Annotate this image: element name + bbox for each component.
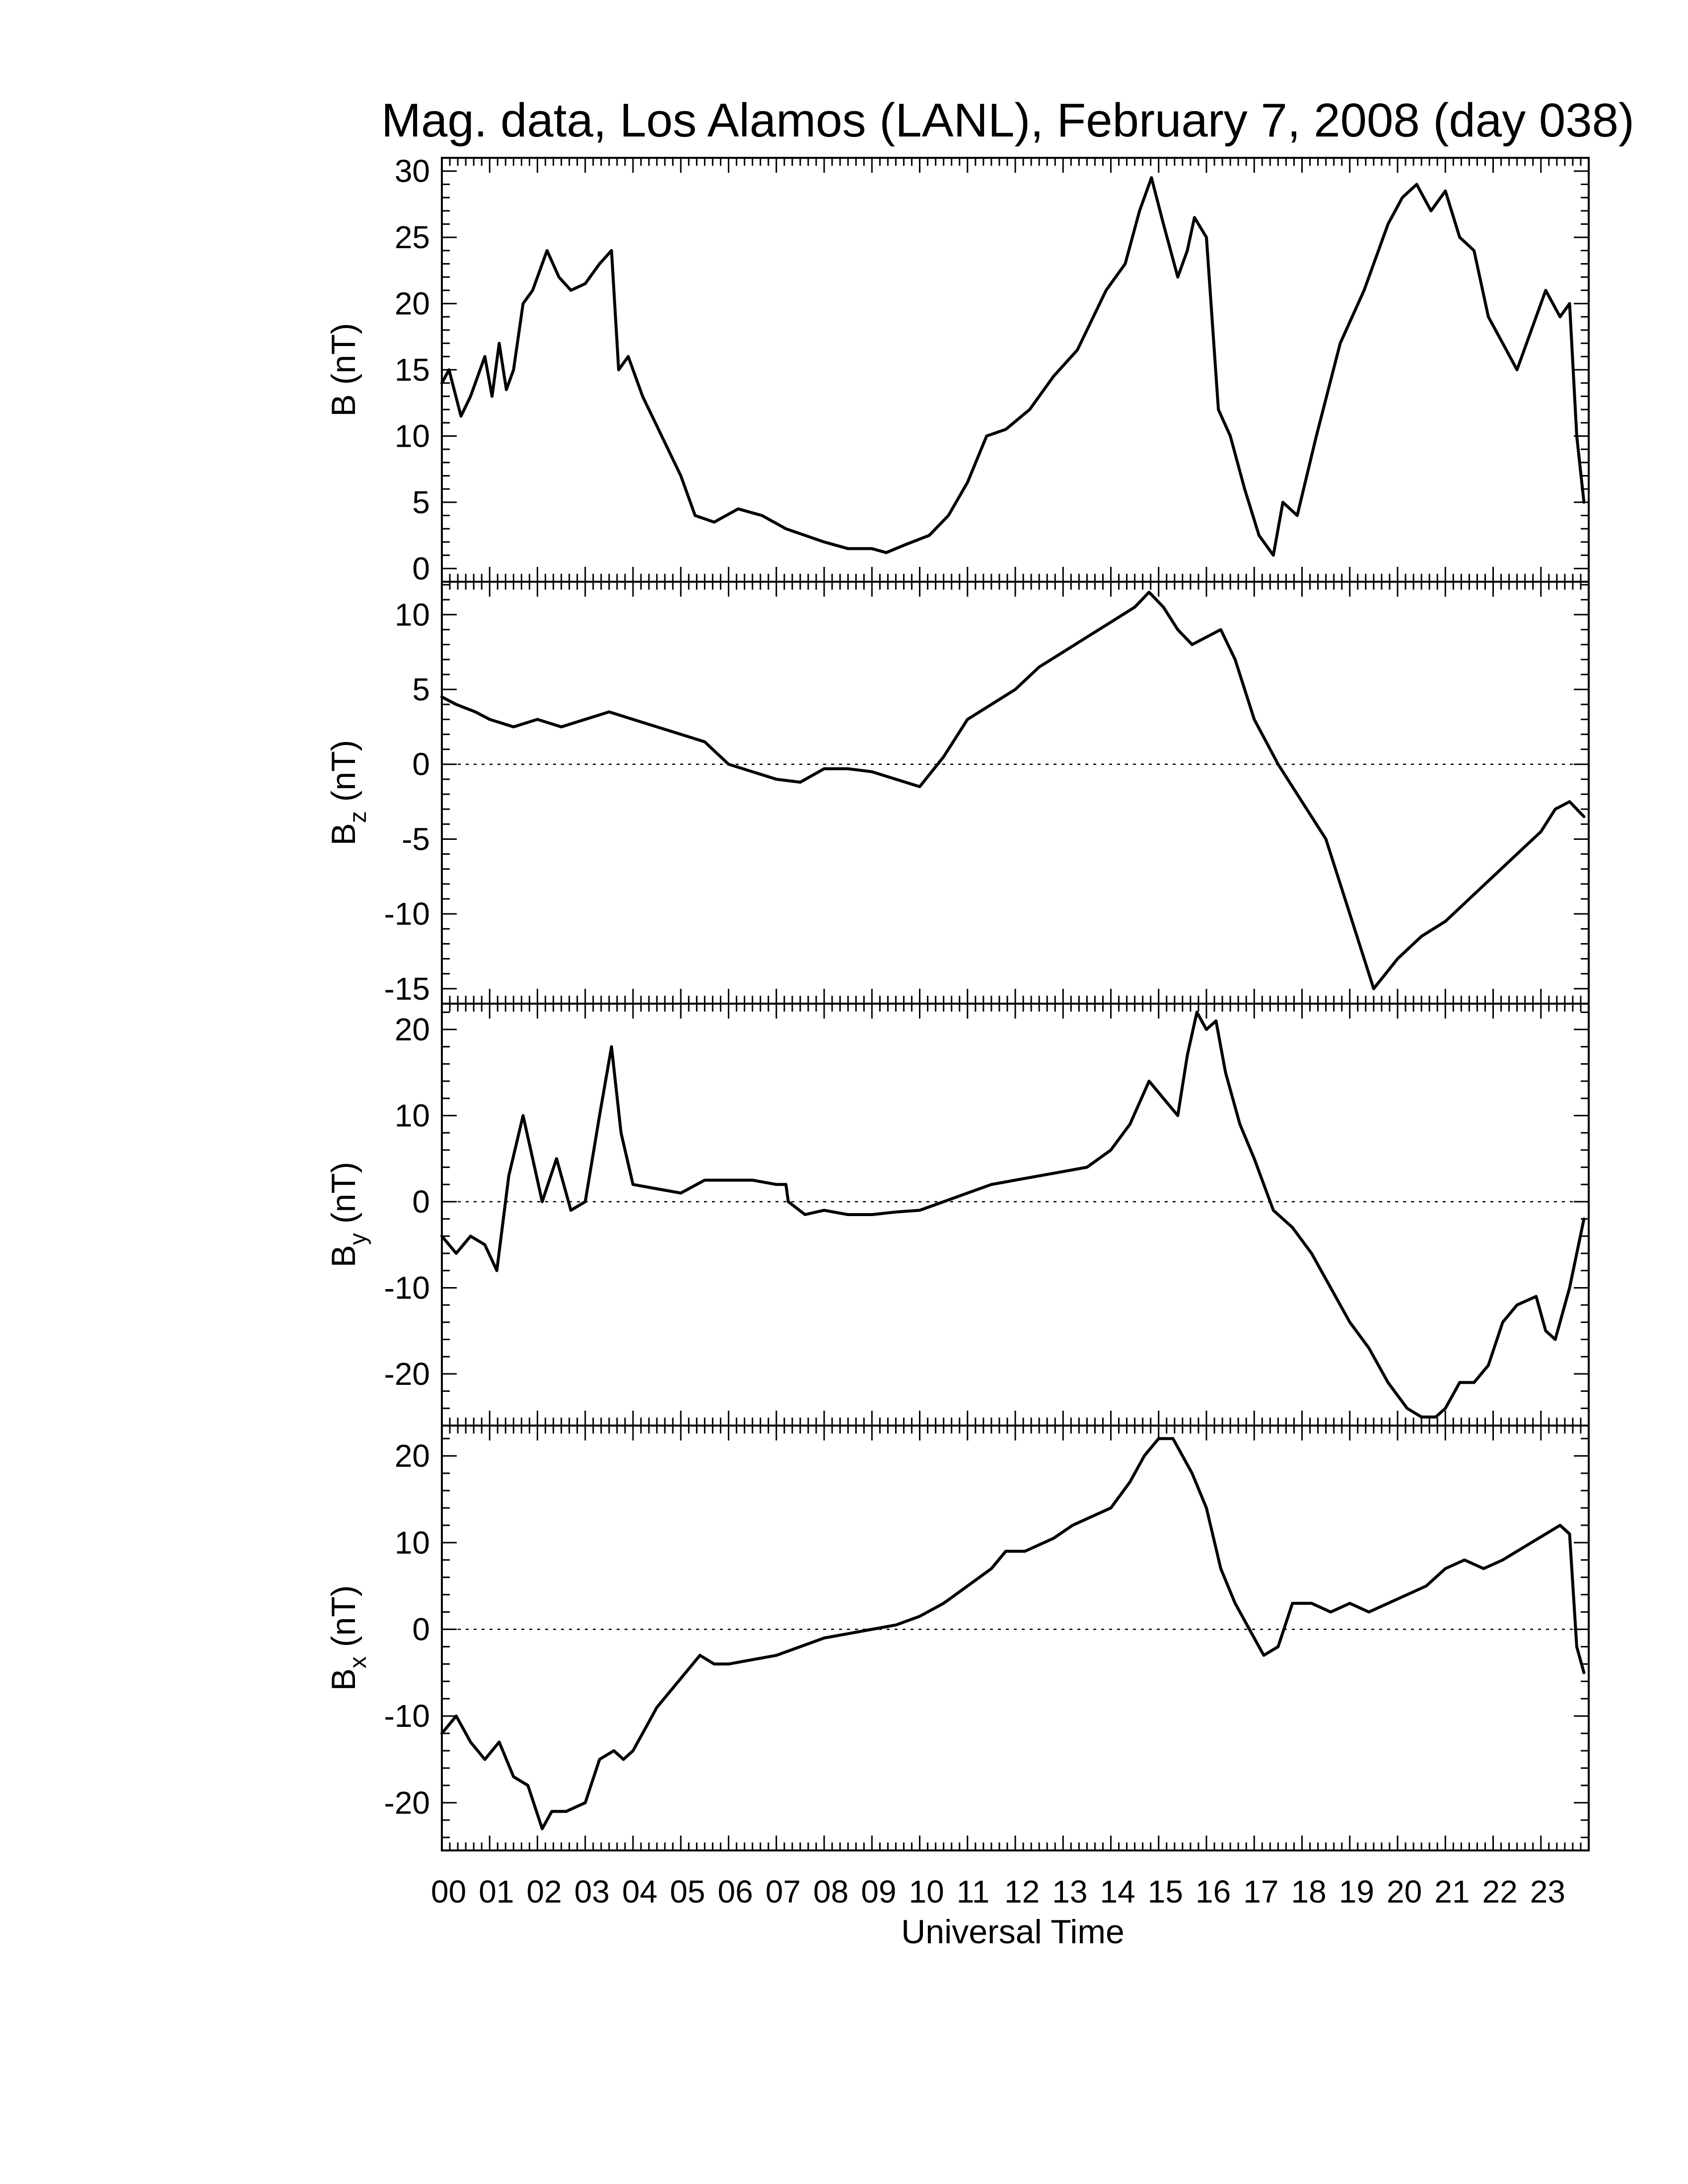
y-tick-label: 20 <box>395 286 430 322</box>
series-line-by <box>440 1011 1586 1419</box>
y-tick-label: -10 <box>384 1698 430 1734</box>
y-tick-label: 10 <box>395 597 430 632</box>
x-tick-label: 03 <box>574 1874 610 1910</box>
y-tick-label: 5 <box>412 672 430 707</box>
x-tick-label: 07 <box>766 1874 801 1910</box>
x-tick-label: 05 <box>670 1874 705 1910</box>
y-axis-label: By (nT) <box>325 1162 371 1268</box>
y-tick-label: 20 <box>395 1012 430 1047</box>
x-tick-label: 10 <box>909 1874 944 1910</box>
panel-frame <box>441 157 1590 583</box>
y-tick-label: 0 <box>412 1184 430 1220</box>
x-tick-label: 08 <box>813 1874 848 1910</box>
y-tick-label: 0 <box>412 1612 430 1647</box>
x-tick-label: 14 <box>1100 1874 1135 1910</box>
x-tick-label: 15 <box>1148 1874 1183 1910</box>
y-tick-label: 10 <box>395 418 430 454</box>
x-tick-label: 23 <box>1530 1874 1565 1910</box>
y-tick-label: 5 <box>412 484 430 520</box>
y-tick-label: 15 <box>395 352 430 388</box>
x-tick-label: 00 <box>431 1874 466 1910</box>
x-tick-label: 19 <box>1339 1874 1374 1910</box>
x-tick-label: 22 <box>1482 1874 1518 1910</box>
x-tick-label: 06 <box>718 1874 753 1910</box>
y-axis-label: Bx (nT) <box>325 1585 371 1691</box>
y-tick-label: -20 <box>384 1785 430 1821</box>
x-tick-label: 21 <box>1434 1874 1470 1910</box>
series-line-bz <box>440 591 1586 990</box>
y-tick-label: 10 <box>395 1525 430 1561</box>
x-tick-label: 17 <box>1243 1874 1278 1910</box>
x-tick-label: 04 <box>622 1874 657 1910</box>
series-line-bx <box>440 1437 1586 1831</box>
y-tick-label: 20 <box>395 1438 430 1474</box>
panel-bz: -15 -10 -5 0 5 10 Bz (nT) <box>325 581 1590 1007</box>
panel-frame <box>441 1425 1590 1851</box>
y-axis-label: Bz (nT) <box>325 740 371 846</box>
y-tick-label: 0 <box>412 747 430 782</box>
x-tick-label: 20 <box>1387 1874 1422 1910</box>
x-axis-label: Universal Time <box>901 1913 1125 1951</box>
x-tick-label: 18 <box>1291 1874 1327 1910</box>
y-tick-label: -10 <box>384 896 430 932</box>
y-tick-label: 25 <box>395 219 430 255</box>
y-tick-label: -20 <box>384 1356 430 1392</box>
series-line-b <box>440 176 1586 557</box>
x-tick-label: 16 <box>1196 1874 1231 1910</box>
x-tick-label: 12 <box>1004 1874 1040 1910</box>
panel-b: 0 5 10 15 20 25 30 B (nT) <box>325 153 1590 586</box>
y-tick-label: -5 <box>402 821 430 857</box>
y-tick-label: 30 <box>395 153 430 189</box>
x-tick-label: 02 <box>527 1874 562 1910</box>
y-axis-label: B (nT) <box>325 323 362 417</box>
x-tick-label: 09 <box>861 1874 896 1910</box>
chart-title: Mag. data, Los Alamos (LANL), February 7… <box>381 94 1634 147</box>
y-tick-label: -15 <box>384 971 430 1007</box>
y-tick-label: 10 <box>395 1098 430 1134</box>
y-tick-label: 0 <box>412 550 430 586</box>
panel-bx: -20 -10 0 10 20 Bx (nT) <box>325 1425 1590 1851</box>
x-tick-label: 01 <box>479 1874 514 1910</box>
x-axis: 00 01 02 03 04 05 06 07 08 09 10 11 12 13 14 15 16 17 18 19… <box>431 1874 1565 1910</box>
x-tick-label: 11 <box>957 1874 989 1910</box>
y-tick-label: -10 <box>384 1270 430 1305</box>
panel-by: -20 -10 0 10 20 By (nT) <box>325 1003 1590 1427</box>
x-tick-label: 13 <box>1052 1874 1087 1910</box>
